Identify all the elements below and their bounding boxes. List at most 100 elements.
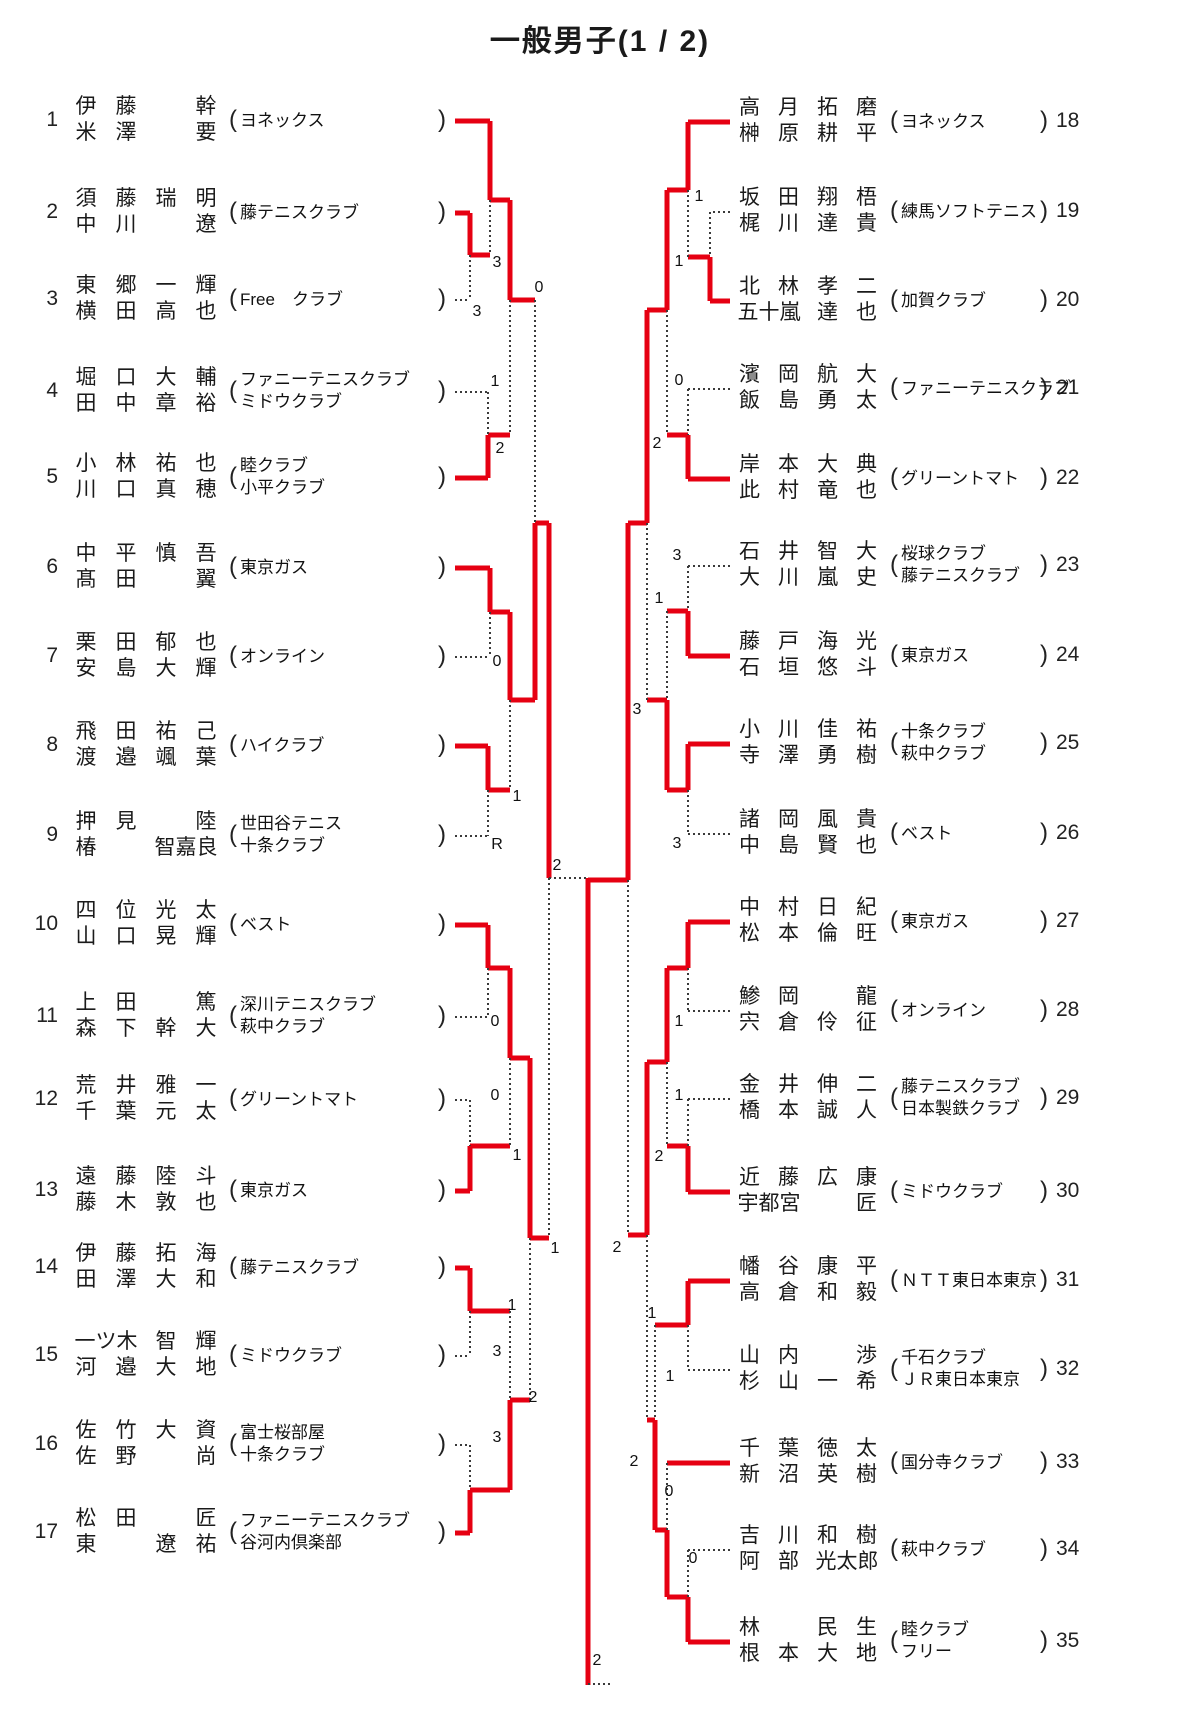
close-paren: ) <box>1040 729 1048 756</box>
entry-name-row: 安島大輝 <box>66 656 226 682</box>
entry-name-cell: 智嘉良 <box>154 836 218 859</box>
close-paren: ) <box>438 463 446 490</box>
entry-name-cell: 悠 <box>817 656 838 679</box>
entry-club: ベスト <box>901 824 953 843</box>
entry-name-cell: 一ツ木 <box>74 1330 138 1353</box>
close-paren: ) <box>438 377 446 404</box>
entry-name-cell: 須 <box>75 187 97 210</box>
match-score-label: 0 <box>490 1087 500 1104</box>
entry-name-cell: 也 <box>856 834 877 857</box>
entry-name-row: 堀口大輔 <box>66 365 226 391</box>
entry-name-cell: 慎 <box>155 542 177 565</box>
entry-name-cell: 高 <box>739 96 760 119</box>
entry-club: 加賀クラブ <box>901 291 986 310</box>
entry-name-cell: 中 <box>75 213 97 236</box>
entry-club: 東京ガス <box>240 1181 308 1200</box>
entry-name-row: 千葉元太 <box>66 1099 226 1125</box>
entry-name-row: 中川 遼 <box>66 212 226 238</box>
entry-name-row: 石井智大 <box>730 539 886 565</box>
entry-name-cell: 陸 <box>195 810 217 833</box>
entry-name-cell: 篤 <box>195 991 217 1014</box>
entry-name-cell: 大 <box>739 566 760 589</box>
close-paren: ) <box>438 198 446 225</box>
entry-name-row: 宍倉伶征 <box>730 1010 886 1036</box>
close-paren: ) <box>438 731 446 758</box>
entry-name-cell: 川 <box>778 718 799 741</box>
entry-name-row: 榊原耕平 <box>730 121 886 147</box>
entry-club: グリーントマト <box>240 1090 359 1109</box>
entry-name-cell: 横 <box>75 300 97 323</box>
entry-name-cell: 堀 <box>75 366 97 389</box>
entry-club: 藤テニスクラブ <box>240 203 359 222</box>
entry-name-cell: 竜 <box>817 479 838 502</box>
entry-name-row: 大川嵐史 <box>730 565 886 591</box>
open-paren: ( <box>890 907 898 934</box>
open-paren: ( <box>890 641 898 668</box>
entry-name-row: 栗田郁也 <box>66 630 226 656</box>
match-score-label: R <box>491 836 503 853</box>
entry-name-row: 濱岡航大 <box>730 362 886 388</box>
entry-name-cell: 二 <box>856 275 877 298</box>
entry-name-cell: 地 <box>195 1356 217 1379</box>
entry-name-cell: 民 <box>817 1616 838 1639</box>
entry-name-cell: 資 <box>195 1419 217 1442</box>
entry-name-cell: 安 <box>75 657 97 680</box>
entry-name-cell: 要 <box>195 121 217 144</box>
entry-name-row: 根本大地 <box>730 1641 886 1667</box>
entry-name-cell: 吾 <box>195 542 217 565</box>
entry-name-cell: 祐 <box>155 720 177 743</box>
entry-name-cell: 伶 <box>817 1011 838 1034</box>
entry-name-cell: 雅 <box>155 1074 177 1097</box>
entry-name-cell: 拓 <box>155 1242 177 1265</box>
entry-name-cell: 颯 <box>155 746 177 769</box>
entry-seed: 35 <box>1056 1629 1080 1652</box>
entry-name-cell: 陸 <box>155 1165 177 1188</box>
entry-name-cell: 原 <box>778 122 799 145</box>
entry-name-cell: 伸 <box>817 1073 838 1096</box>
entry-name-cell: 己 <box>195 720 217 743</box>
entry-name-cell: 金 <box>739 1073 760 1096</box>
entry-name-cell: 荒 <box>75 1074 97 1097</box>
open-paren: ( <box>229 1341 237 1368</box>
entry-club: 谷河内倶楽部 <box>240 1533 342 1552</box>
open-paren: ( <box>890 107 898 134</box>
entry-name-row: 田中章裕 <box>66 391 226 417</box>
entry-club: ＪＲ東日本東京 <box>901 1370 1020 1389</box>
entry-name-cell: 沼 <box>778 1463 799 1486</box>
close-paren: ) <box>1040 464 1048 491</box>
open-paren: ( <box>229 1430 237 1457</box>
entry-name-row: 中村日紀 <box>730 895 886 921</box>
entry-name-cell: 真 <box>155 478 177 501</box>
entry-seed: 10 <box>34 912 58 935</box>
close-paren: ) <box>438 910 446 937</box>
entry-name-row: 松田 匠 <box>66 1506 226 1532</box>
entry-name-cell: 賢 <box>817 834 838 857</box>
entry-name-cell: 林 <box>739 1616 760 1639</box>
entry-name-cell: 敦 <box>155 1191 177 1214</box>
entry-name-cell: 梧 <box>856 186 877 209</box>
entry-name-cell: 斗 <box>195 1165 217 1188</box>
entry-club: ＮＴＴ東日本東京 <box>901 1271 1037 1290</box>
entry-seed: 18 <box>1056 109 1080 132</box>
close-paren: ) <box>1040 551 1048 578</box>
entry-name-cell: 平 <box>115 542 137 565</box>
entry-name-cell: 田 <box>75 392 97 415</box>
entry-name-cell: 澤 <box>115 121 137 144</box>
close-paren: ) <box>1040 374 1048 401</box>
entry-name-cell: 裕 <box>195 392 217 415</box>
entry-name-row: 河邉大地 <box>66 1355 226 1381</box>
entry-name-row: 梶川達貴 <box>730 211 886 237</box>
entry-name-cell: 幡 <box>739 1255 760 1278</box>
entry-name-cell: 英 <box>817 1463 838 1486</box>
entry-name-cell: 二 <box>856 1073 877 1096</box>
close-paren: ) <box>438 1341 446 1368</box>
entry-name-cell: 樹 <box>856 1463 877 1486</box>
entry-seed: 16 <box>34 1432 58 1455</box>
open-paren: ( <box>229 463 237 490</box>
entry-club: 藤テニスクラブ <box>240 1258 359 1277</box>
match-score-label: 0 <box>688 1550 698 1567</box>
entry-seed: 9 <box>46 823 58 846</box>
entry-name-cell: 瑞 <box>155 187 177 210</box>
entry-name-cell: 田 <box>115 1507 137 1530</box>
entry-name-cell: 藤 <box>115 187 137 210</box>
